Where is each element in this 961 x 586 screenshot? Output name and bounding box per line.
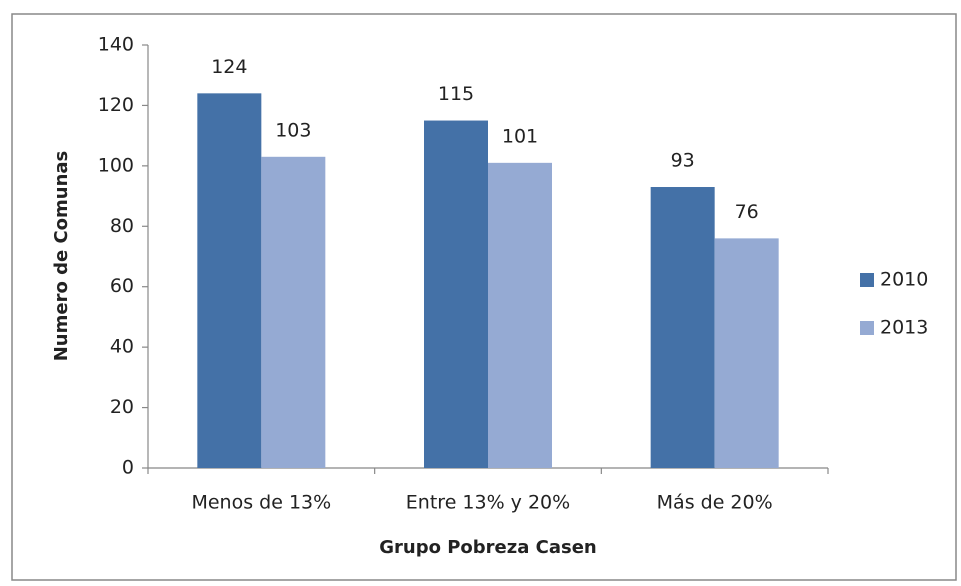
y-tick-label: 140 — [98, 34, 134, 56]
bar — [197, 93, 262, 468]
x-axis-title: Grupo Pobreza Casen — [379, 537, 597, 558]
data-label: 103 — [275, 119, 311, 141]
y-tick-label: 40 — [110, 336, 134, 358]
data-label: 124 — [211, 56, 247, 78]
y-tick-label: 60 — [110, 275, 134, 297]
legend-swatch — [860, 273, 874, 287]
bar — [261, 156, 326, 469]
y-tick-label: 80 — [110, 215, 134, 237]
legend-label: 2013 — [880, 317, 928, 339]
y-tick-label: 100 — [98, 154, 134, 176]
data-label: 115 — [438, 83, 474, 105]
legend-label: 2010 — [880, 269, 928, 291]
bar — [714, 238, 779, 468]
y-axis-title: Numero de Comunas — [51, 151, 72, 362]
x-tick-label: Menos de 13% — [191, 492, 331, 514]
data-label: 101 — [502, 125, 538, 147]
y-tick-label: 120 — [98, 94, 134, 116]
bar — [650, 187, 715, 468]
legend-swatch — [860, 321, 874, 335]
data-label: 93 — [671, 150, 695, 172]
data-label: 76 — [735, 201, 759, 223]
x-tick-label: Entre 13% y 20% — [406, 492, 570, 514]
bar — [424, 120, 488, 469]
y-tick-label: 0 — [122, 457, 134, 479]
bar — [488, 162, 552, 469]
x-tick-label: Más de 20% — [657, 492, 773, 514]
y-tick-label: 20 — [110, 396, 134, 418]
